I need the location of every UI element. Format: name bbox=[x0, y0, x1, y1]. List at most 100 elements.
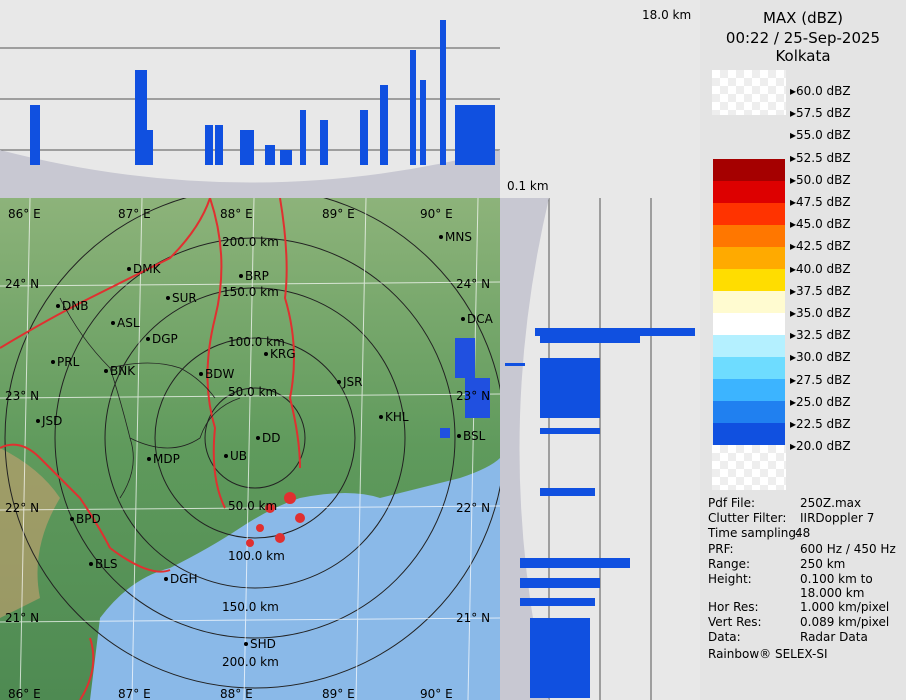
station-marker bbox=[224, 454, 228, 458]
echo-bar bbox=[520, 558, 630, 568]
station-marker bbox=[89, 562, 93, 566]
echo-bar bbox=[530, 618, 590, 698]
station-marker bbox=[439, 235, 443, 239]
station-title: Kolkata bbox=[775, 47, 831, 65]
echo-bar bbox=[145, 130, 153, 165]
lat-label-left: 21° N bbox=[5, 611, 39, 625]
station-marker bbox=[51, 360, 55, 364]
scale-swatch bbox=[713, 401, 785, 423]
metadata-value: 0.100 km to 18.000 km bbox=[800, 572, 873, 600]
scale-swatch bbox=[713, 269, 785, 291]
station-marker bbox=[244, 642, 248, 646]
station-marker bbox=[164, 577, 168, 581]
station-marker bbox=[56, 304, 60, 308]
echo-bar bbox=[280, 150, 292, 165]
scale-swatch bbox=[713, 291, 785, 313]
height-label-top: 18.0 km bbox=[642, 8, 692, 22]
echo-bar bbox=[205, 125, 213, 165]
scale-label: ▸25.0 dBZ bbox=[790, 394, 851, 409]
metadata-key: Hor Res: bbox=[708, 600, 759, 614]
station-label: DNB bbox=[62, 299, 88, 313]
echo-bar bbox=[535, 328, 695, 336]
map-labels: 86° E 86° E 87° E 87° E 88° E 88° E 89° E 89° E… bbox=[5, 207, 494, 700]
station-marker bbox=[146, 337, 150, 341]
scale-label: ▸40.0 dBZ bbox=[790, 261, 851, 276]
echo-bar bbox=[540, 358, 600, 418]
scale-swatch bbox=[713, 225, 785, 247]
station-label: JSR bbox=[342, 375, 363, 389]
radar-map: 86° E 86° E 87° E 87° E 88° E 88° E 89° E 89° E… bbox=[0, 198, 500, 700]
lon-label-bottom: 86° E bbox=[8, 687, 41, 700]
station-marker bbox=[104, 369, 108, 373]
echo-bar bbox=[455, 105, 495, 165]
echo-bar bbox=[540, 428, 600, 434]
right-echo-bars bbox=[505, 328, 695, 698]
scale-swatch bbox=[713, 247, 785, 269]
metadata-value: 0.089 km/pixel bbox=[800, 615, 890, 629]
scale-swatch bbox=[713, 181, 785, 203]
station-label: BDW bbox=[205, 367, 234, 381]
scale-label: ▸52.5 dBZ bbox=[790, 150, 851, 165]
lon-label-bottom: 88° E bbox=[220, 687, 253, 700]
station-label: BSL bbox=[463, 429, 486, 443]
scale-label: ▸42.5 dBZ bbox=[790, 239, 851, 254]
station-label: ASL bbox=[117, 316, 140, 330]
scale-swatch bbox=[713, 159, 785, 181]
lon-label-bottom: 90° E bbox=[420, 687, 453, 700]
lat-label-right: 22° N bbox=[456, 501, 490, 515]
footer-credit: Rainbow® SELEX-SI bbox=[708, 647, 828, 661]
scale-label: ▸35.0 dBZ bbox=[790, 306, 851, 320]
range-ring-label: 200.0 km bbox=[222, 655, 279, 669]
scale-label: ▸50.0 dBZ bbox=[790, 172, 851, 187]
top-echo-bars bbox=[30, 20, 495, 165]
scale-label: ▸30.0 dBZ bbox=[790, 350, 851, 365]
station-marker bbox=[379, 415, 383, 419]
echo-bar bbox=[440, 20, 446, 165]
metadata-value: 250Z.max bbox=[800, 496, 862, 510]
scale-label: ▸47.5 dBZ bbox=[790, 195, 851, 209]
station-label: DMK bbox=[133, 262, 162, 276]
metadata-key: Pdf File: bbox=[708, 496, 756, 510]
echo-bar bbox=[540, 488, 595, 496]
station-marker bbox=[36, 419, 40, 423]
top-cross-section-plot bbox=[0, 20, 500, 198]
echo-bar bbox=[300, 110, 306, 165]
station-label: KHL bbox=[385, 410, 409, 424]
scale-transparent-bottom bbox=[712, 445, 786, 490]
range-ring-label: 50.0 km bbox=[228, 499, 277, 513]
station-marker bbox=[166, 296, 170, 300]
lon-label-top: 89° E bbox=[322, 207, 355, 221]
metadata-value: Radar Data bbox=[800, 630, 868, 644]
station-label: BLS bbox=[95, 557, 118, 571]
scale-label: ▸27.5 dBZ bbox=[790, 372, 851, 387]
lon-label-bottom: 89° E bbox=[322, 687, 355, 700]
echo-bar bbox=[215, 125, 223, 165]
station-marker bbox=[256, 436, 260, 440]
station-marker bbox=[199, 372, 203, 376]
right-cross-section-plot bbox=[500, 198, 695, 700]
metadata-key: Data: bbox=[708, 630, 741, 644]
echo-bar bbox=[520, 578, 600, 588]
scale-swatch bbox=[713, 203, 785, 225]
station-marker bbox=[70, 517, 74, 521]
station-label: DGH bbox=[170, 572, 198, 586]
echo-bar bbox=[380, 85, 388, 165]
range-ring-label: 150.0 km bbox=[222, 600, 279, 614]
metadata-value: 1.000 km/pixel bbox=[800, 600, 890, 614]
station-marker bbox=[147, 457, 151, 461]
lat-label-right: 23° N bbox=[456, 389, 490, 403]
station-marker bbox=[111, 321, 115, 325]
echo-bar bbox=[410, 50, 416, 165]
range-ring-label: 150.0 km bbox=[222, 285, 279, 299]
station-label: DD bbox=[262, 431, 280, 445]
highland-area bbox=[0, 448, 60, 618]
echo-bar bbox=[30, 105, 40, 165]
scale-swatch bbox=[713, 313, 785, 335]
station-label: BPD bbox=[76, 512, 101, 526]
metadata-key: Time sampling: bbox=[708, 526, 801, 540]
echo-bar bbox=[420, 80, 426, 165]
station-marker bbox=[457, 434, 461, 438]
station-marker bbox=[264, 352, 268, 356]
station-label: DGP bbox=[152, 332, 178, 346]
echo-bar bbox=[135, 70, 147, 165]
